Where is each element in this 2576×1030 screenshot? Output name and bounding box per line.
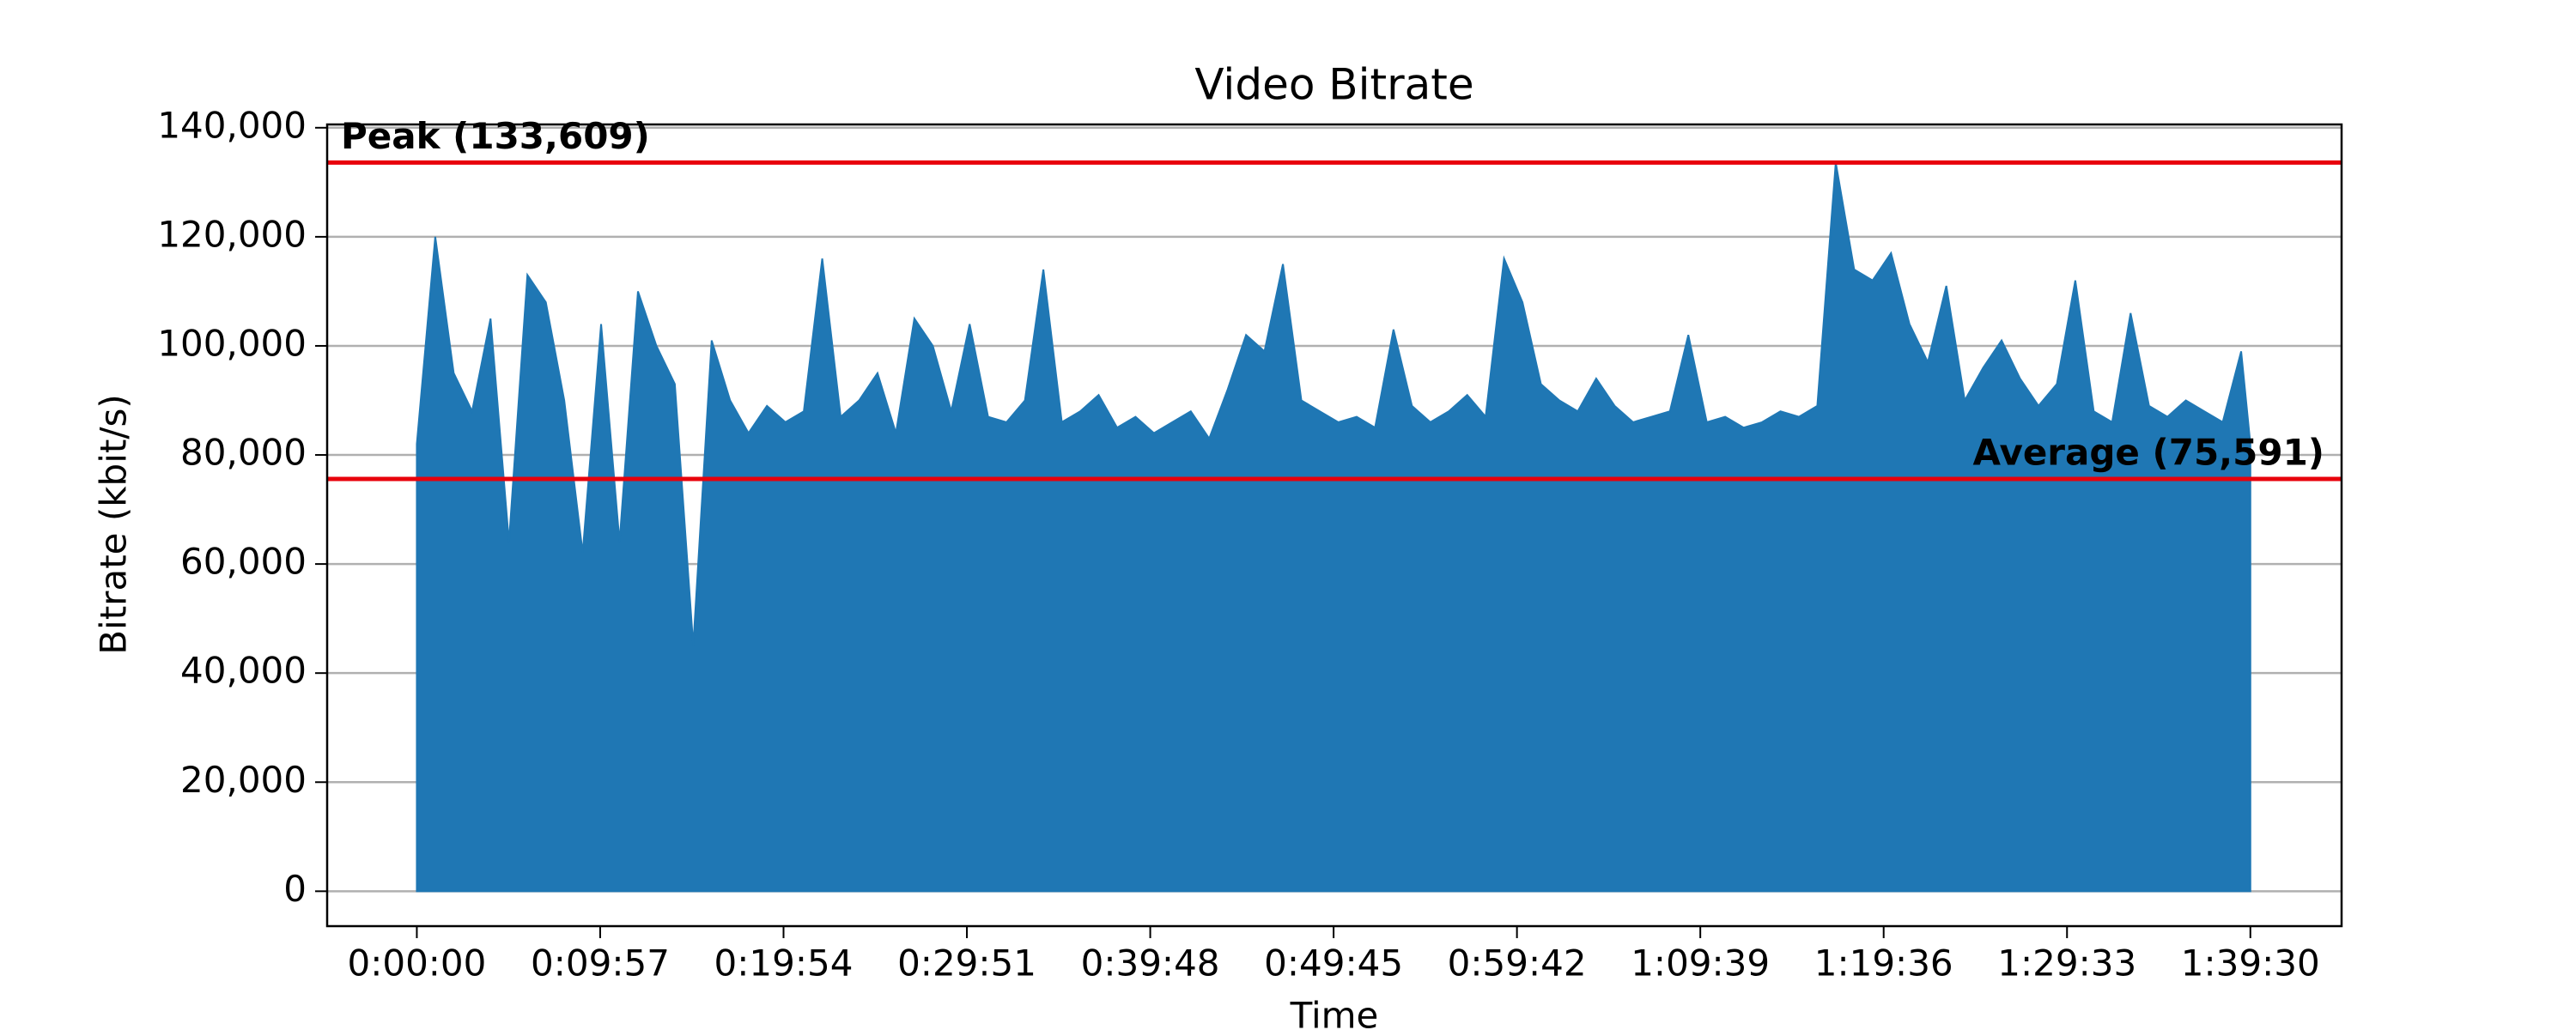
- x-tick-label: 1:09:39: [1631, 942, 1770, 985]
- area: [416, 162, 2251, 893]
- chart-title: Video Bitrate: [1194, 60, 1473, 110]
- x-tick-label: 0:00:00: [347, 942, 486, 985]
- y-tick-label: 100,000: [157, 322, 307, 364]
- x-tick-label: 0:09:57: [531, 942, 670, 985]
- x-tick-label: 1:39:30: [2181, 942, 2320, 985]
- reference-label: Average (75,591): [1972, 432, 2324, 474]
- y-tick-label: 0: [283, 868, 307, 910]
- y-axis-label: Bitrate (kbit/s): [93, 394, 135, 655]
- x-tick-label: 0:59:42: [1448, 942, 1587, 985]
- y-tick-label: 20,000: [180, 759, 307, 801]
- y-tick-label: 120,000: [157, 213, 307, 255]
- x-tick-label: 0:29:51: [897, 942, 1036, 985]
- reference-label: Peak (133,609): [341, 115, 650, 157]
- plot-frame: [325, 123, 2343, 928]
- y-tick-label: 140,000: [157, 104, 307, 146]
- x-tick-label: 1:19:36: [1814, 942, 1953, 985]
- x-tick-label: 0:19:54: [714, 942, 854, 985]
- x-tick-label: 0:49:45: [1264, 942, 1403, 985]
- y-tick-label: 80,000: [180, 432, 307, 474]
- y-tick-label: 40,000: [180, 650, 307, 692]
- x-tick-label: 1:29:33: [1997, 942, 2136, 985]
- x-tick-label: 0:39:48: [1081, 942, 1220, 985]
- y-tick-label: 60,000: [180, 541, 307, 583]
- x-axis-label: Time: [1290, 995, 1379, 1030]
